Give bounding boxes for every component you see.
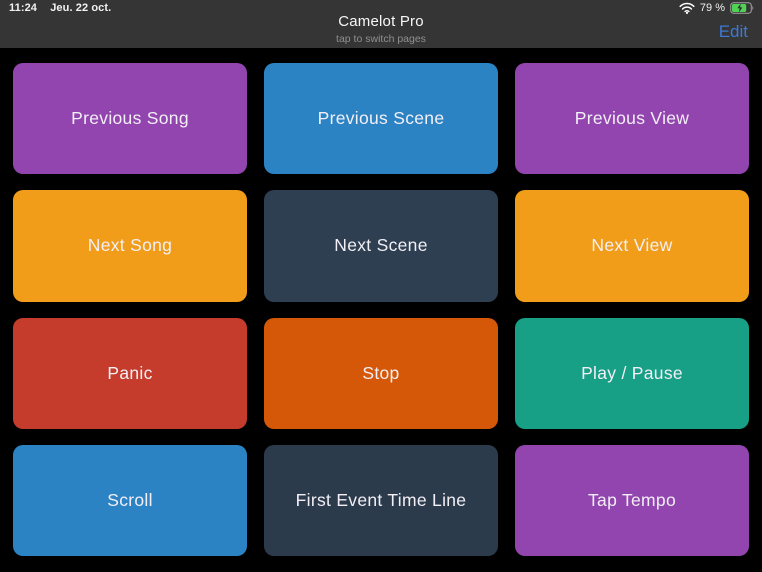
battery-charging-icon <box>730 2 754 14</box>
clock-date: Jeu. 22 oct. <box>50 2 112 14</box>
pad-button-first-event-time-line[interactable]: First Event Time Line <box>264 444 498 556</box>
pad-button-label: Next View <box>591 235 673 256</box>
edit-button[interactable]: Edit <box>718 22 748 41</box>
pad-button-label: Previous View <box>574 108 690 129</box>
pad-button-next-scene[interactable]: Next Scene <box>264 190 498 302</box>
pad-button-previous-scene[interactable]: Previous Scene <box>264 63 498 175</box>
battery-percent: 79 % <box>699 2 725 14</box>
pad-button-label: Next Song <box>87 235 173 256</box>
status-bar-left: 11:24 Jeu. 22 oct. <box>9 2 111 14</box>
pad-button-label: Stop <box>362 362 400 383</box>
wifi-icon <box>679 2 695 14</box>
battery-nub <box>752 6 754 10</box>
top-bar: 11:24 Jeu. 22 oct. 79 % <box>0 0 762 48</box>
pad-button-stop[interactable]: Stop <box>264 317 498 429</box>
pad-button-label: Tap Tempo <box>588 489 676 510</box>
pad-button-previous-song[interactable]: Previous Song <box>13 63 247 175</box>
pad-button-tap-tempo[interactable]: Tap Tempo <box>515 444 749 556</box>
clock-time: 11:24 <box>9 2 38 14</box>
pad-button-label: First Event Time Line <box>295 489 467 510</box>
pad-button-label: Previous Song <box>71 108 189 129</box>
page-switch-hint: tap to switch pages <box>336 33 426 45</box>
pad-button-previous-view[interactable]: Previous View <box>515 63 749 175</box>
pad-button-label: Scroll <box>107 489 153 510</box>
pad-button-next-view[interactable]: Next View <box>515 190 749 302</box>
status-bar-right: 79 % <box>679 2 754 14</box>
pad-button-scroll[interactable]: Scroll <box>13 444 247 556</box>
app-title: Camelot Pro <box>338 13 424 30</box>
page-switcher[interactable]: Camelot Pro tap to switch pages <box>0 13 762 45</box>
pad-grid: Previous Song Previous Scene Previous View… <box>0 48 762 572</box>
pad-button-next-song[interactable]: Next Song <box>13 190 247 302</box>
charging-bolt <box>737 3 743 13</box>
pad-button-label: Panic <box>107 362 153 383</box>
pad-button-label: Previous Scene <box>317 108 445 129</box>
pad-button-label: Next Scene <box>334 235 428 256</box>
pad-button-play-pause[interactable]: Play / Pause <box>515 317 749 429</box>
pad-button-panic[interactable]: Panic <box>13 317 247 429</box>
pad-button-label: Play / Pause <box>581 362 683 383</box>
